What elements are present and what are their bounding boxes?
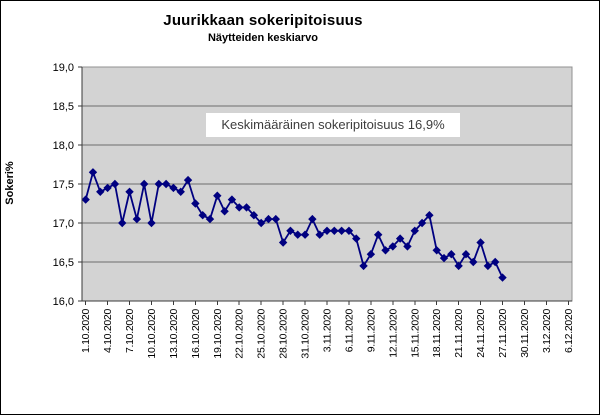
data-point-marker [395,234,405,243]
y-tick-label: 16,0 [53,296,74,308]
data-point-marker [139,179,149,189]
data-point-marker [454,261,463,271]
data-point-marker [213,191,222,200]
data-point-marker [88,168,98,177]
data-point-marker [498,273,507,282]
x-tick-label: 13.10.2020 [168,309,180,359]
data-point-marker [118,218,127,228]
x-tick-label: 28.10.2020 [278,309,290,359]
data-point-marker [198,211,207,220]
chart-subtitle: Näytteiden keskiarvo [207,32,319,44]
data-point-marker [461,250,471,259]
data-point-marker [286,226,295,235]
data-point-marker [410,226,419,235]
x-tick-label: 30.11.2020 [519,309,531,358]
data-point-marker [227,195,237,204]
data-point-marker [271,214,281,224]
data-point-marker [417,218,427,228]
data-point-marker [191,199,200,208]
data-point-marker [330,226,339,235]
data-point-marker [366,250,376,259]
x-tick-label: 3.11.2020 [322,309,334,353]
data-point-marker [81,195,90,204]
x-tick-label: 1.10.2020 [80,309,92,353]
data-point-marker [308,214,317,224]
average-annotation: Keskimääräinen sokeripitoisuus 16,9% [206,113,460,137]
x-tick-label: 6.11.2020 [343,309,355,353]
data-point-marker [154,179,163,189]
data-point-marker [103,183,112,193]
data-point-marker [344,226,354,235]
data-point-marker [337,226,346,235]
x-tick-label: 6.12.2020 [563,309,575,353]
x-tick-label: 7.10.2020 [124,309,136,353]
data-point-marker [235,203,244,212]
data-point-marker [381,246,390,255]
data-point-marker [249,211,259,220]
y-axis-title: Sokeri% [4,161,16,205]
x-tick-label: 12.11.2020 [387,309,399,358]
data-point-marker [96,187,105,196]
data-series-line [84,171,504,278]
data-point-marker [373,230,383,239]
data-point-marker [132,214,142,224]
data-point-marker [432,246,441,255]
data-point-marker [169,183,178,193]
x-tick-label: 25.10.2020 [256,309,268,359]
data-point-marker [220,207,229,216]
x-tick-label: 4.10.2020 [102,309,114,353]
data-point-marker [256,218,266,228]
data-point-marker [110,179,120,189]
x-tick-label: 3.12.2020 [541,309,553,353]
data-point-marker [205,214,215,224]
y-tick-label: 19,0 [53,62,74,74]
data-point-marker [315,230,324,239]
data-point-marker [176,187,185,196]
x-tick-label: 21.11.2020 [453,309,465,358]
data-point-marker [293,230,302,239]
data-point-marker [469,257,478,267]
data-point-marker [125,187,134,196]
data-point-marker [242,203,251,212]
y-tick-label: 17,5 [53,179,74,191]
data-point-marker [447,250,456,259]
data-point-marker [483,261,493,271]
x-tick-label: 18.11.2020 [431,309,443,358]
x-tick-label: 24.11.2020 [475,309,487,358]
data-point-marker [476,238,485,247]
x-tick-label: 16.10.2020 [190,309,202,359]
data-point-marker [425,211,434,220]
data-point-marker [352,234,361,243]
data-point-marker [359,261,368,271]
x-tick-label: 15.11.2020 [409,309,421,358]
data-point-marker [264,214,273,224]
x-tick-label: 19.10.2020 [212,309,224,359]
x-tick-label: 10.10.2020 [146,309,158,359]
y-tick-label: 16,5 [53,257,74,269]
data-point-marker [403,242,412,251]
data-point-marker [439,253,449,263]
data-point-marker [161,179,171,189]
x-tick-label: 9.11.2020 [365,309,377,353]
x-tick-label: 31.10.2020 [300,309,312,359]
data-point-marker [388,242,398,251]
y-tick-label: 18,5 [53,101,74,113]
y-tick-label: 18,0 [53,140,74,152]
y-tick-label: 17,0 [53,218,74,230]
chart-title: Juurikkaan sokeripitoisuus [163,12,363,29]
data-point-marker [183,175,193,185]
data-point-marker [322,226,332,235]
x-tick-label: 27.11.2020 [497,309,509,358]
data-point-marker [278,238,288,247]
data-point-marker [300,230,310,239]
data-point-marker [491,257,500,267]
data-point-marker [147,218,156,228]
x-tick-label: 22.10.2020 [234,309,246,359]
